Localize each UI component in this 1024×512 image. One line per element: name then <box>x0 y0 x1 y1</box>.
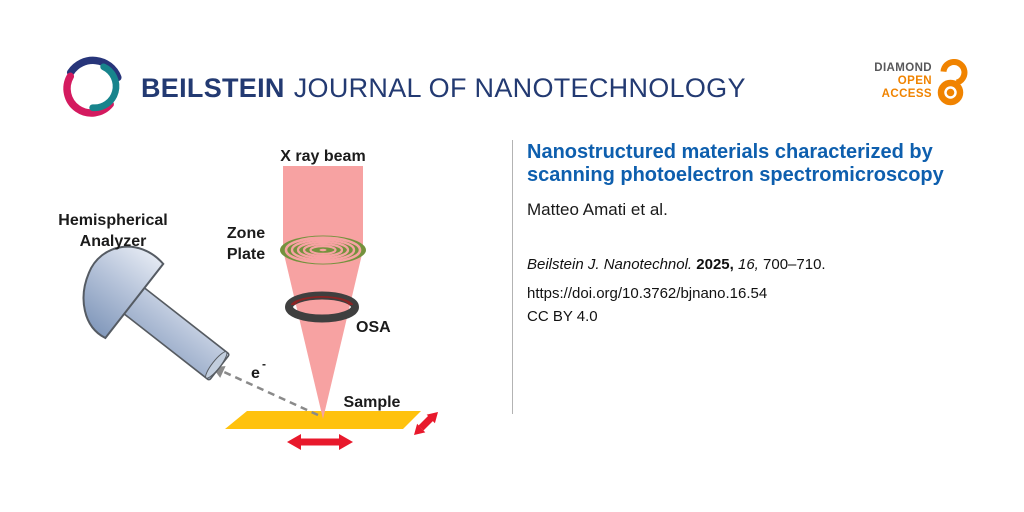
spectromicroscopy-diagram: X ray beam Zone Plate OSA Sample Hemisph… <box>58 148 438 450</box>
analyzer-snout-end <box>205 351 228 379</box>
oa-line-diamond: DIAMOND <box>874 62 932 74</box>
zone-plate-center <box>319 248 327 252</box>
logo-arc-navy <box>66 56 122 82</box>
analyzer-dome <box>82 245 165 340</box>
zone-plate-ring <box>290 238 356 262</box>
scan-arrow-diagonal-icon <box>414 412 438 435</box>
osa-outer-edge <box>287 293 357 307</box>
scan-arrow-left-head <box>287 434 301 450</box>
license-label: CC BY 4.0 <box>527 308 598 325</box>
hemispherical-analyzer <box>82 245 230 381</box>
osa-aperture <box>285 291 359 323</box>
beilstein-logo-icon <box>63 56 122 117</box>
lock-body <box>937 79 964 106</box>
label-plate: Plate <box>227 246 265 263</box>
citation-pages: 700–710. <box>763 256 826 273</box>
electron-path <box>223 370 319 417</box>
journal-title-bold: BEILSTEIN <box>141 73 285 103</box>
article-citation: Beilstein J. Nanotechnol. 2025, 16, 700–… <box>527 256 997 273</box>
article-authors: Matteo Amati et al. <box>527 200 668 219</box>
zone-plate-ring <box>302 242 344 258</box>
label-analyzer: Analyzer <box>80 233 147 250</box>
zone-plate-ring <box>309 245 337 256</box>
scan-arrow-right-head <box>339 434 353 450</box>
sample-plate <box>225 411 421 429</box>
journal-title: BEILSTEIN JOURNAL OF NANOTECHNOLOGY <box>141 73 746 104</box>
oa-line-access: ACCESS <box>881 88 932 100</box>
logo-arc-teal <box>89 63 120 111</box>
citation-year: 2025, <box>696 256 734 273</box>
label-zone: Zone <box>227 225 265 242</box>
citation-journal: Beilstein J. Nanotechnol. <box>527 256 693 273</box>
label-electron: e <box>251 365 260 382</box>
journal-title-rest: JOURNAL OF NANOTECHNOLOGY <box>293 73 746 103</box>
citation-volume: 16, <box>738 256 759 273</box>
doi-link[interactable]: https://doi.org/10.3762/bjnano.16.54 <box>527 285 768 302</box>
label-osa: OSA <box>356 319 391 336</box>
open-access-lock-icon <box>937 59 968 106</box>
label-electron-sup: - <box>262 357 266 371</box>
zone-plate-ring <box>296 240 350 260</box>
zone-plate <box>280 235 366 265</box>
label-sample: Sample <box>344 394 401 411</box>
vertical-divider <box>512 140 513 414</box>
logo-arc-pink <box>63 72 114 117</box>
lock-shackle <box>940 59 968 86</box>
scan-arrow-diagonal-shaft <box>418 415 434 431</box>
article-info: Nanostructured materials characterized b… <box>527 141 997 325</box>
scan-arrow-horizontal-icon <box>287 434 353 450</box>
oa-line-open: OPEN <box>897 75 932 87</box>
label-xray-beam: X ray beam <box>280 148 365 165</box>
scan-arrow-downleft-head <box>414 423 426 435</box>
label-hemispherical: Hemispherical <box>58 212 167 229</box>
zone-plate-ring <box>284 236 362 264</box>
lock-keyhole-dot <box>946 88 955 97</box>
scan-arrow-upright-head <box>426 412 438 424</box>
open-access-label: DIAMOND OPEN ACCESS <box>874 62 932 101</box>
article-title: Nanostructured materials characterized b… <box>527 141 944 186</box>
